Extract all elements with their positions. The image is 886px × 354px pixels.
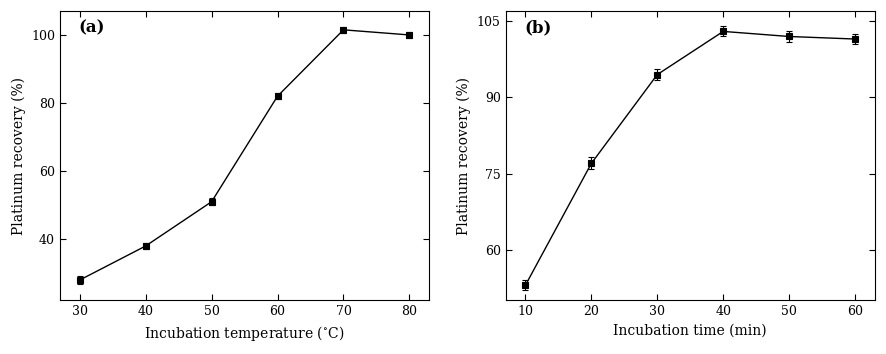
X-axis label: Incubation time (min): Incubation time (min) (613, 324, 767, 338)
Text: (b): (b) (525, 20, 551, 37)
Text: (a): (a) (78, 20, 105, 37)
Y-axis label: Platinum recovery (%): Platinum recovery (%) (12, 77, 26, 235)
Y-axis label: Platinum recovery (%): Platinum recovery (%) (457, 77, 471, 235)
X-axis label: Incubation temperature ($^{\circ}$C): Incubation temperature ($^{\circ}$C) (144, 324, 345, 343)
